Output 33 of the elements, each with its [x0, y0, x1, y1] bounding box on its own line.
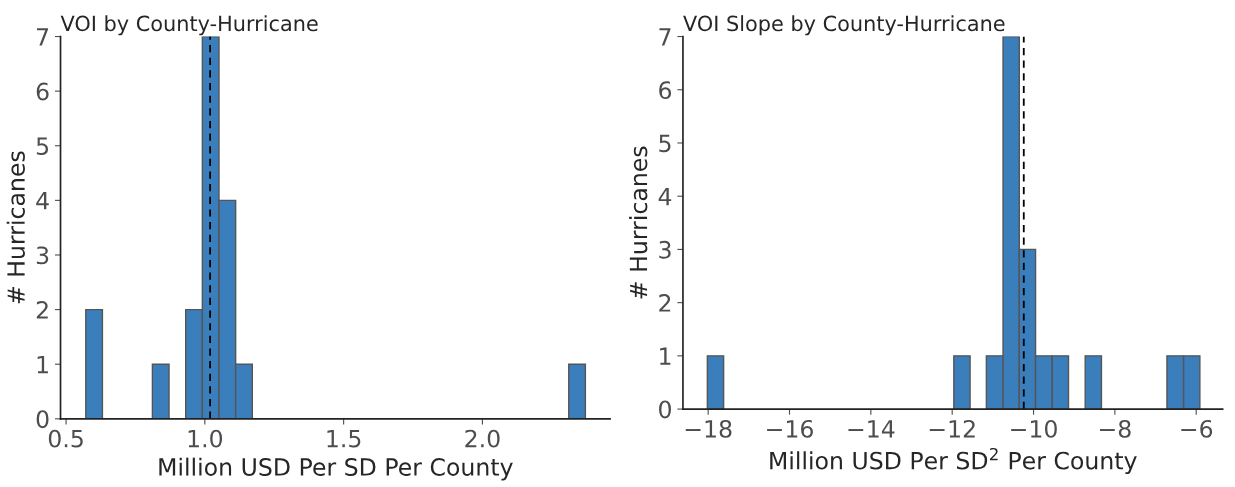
y-tick-label: 6	[659, 81, 672, 100]
chart-title: VOI by County-Hurricane	[60, 15, 318, 36]
y-axis-title: # Hurricanes	[6, 151, 25, 304]
y-tick-label: 2	[659, 294, 671, 312]
y-tick-label: 5	[659, 134, 671, 153]
x-tick-label: −8	[1099, 419, 1131, 438]
y-tick-label: 3	[659, 240, 671, 259]
x-tick-label: −6	[1181, 419, 1213, 438]
y-tick-label: 1	[660, 347, 671, 365]
y-tick-label: 0	[36, 410, 49, 429]
y-tick-label: 4	[36, 192, 49, 210]
y-tick-label: 0	[659, 400, 671, 419]
chart-title: VOI Slope by County-Hurricane	[683, 15, 1005, 36]
y-tick-label: 5	[36, 137, 49, 156]
x-axis-title: Million USD Per SD$^{2}$ Per County	[770, 447, 1137, 475]
x-tick-label: −16	[767, 419, 813, 438]
y-tick-label: 6	[36, 82, 49, 101]
x-tick-label: 1.5	[327, 429, 361, 448]
y-tick-label: 4	[658, 187, 672, 206]
y-axis-title: # Hurricanes	[629, 146, 648, 299]
x-tick-label: 2.0	[465, 429, 500, 448]
x-tick-label: −10	[1011, 419, 1057, 438]
y-tick-label: 7	[37, 28, 49, 46]
x-tick-label: −18	[685, 419, 732, 438]
y-tick-label: 7	[659, 28, 671, 46]
x-tick-label: −12	[929, 419, 975, 438]
y-tick-label: 2	[36, 301, 48, 319]
x-axis-title: Million USD Per SD Per County	[159, 457, 513, 481]
y-tick-label: 1	[37, 355, 48, 374]
x-tick-label: 1.0	[188, 429, 223, 448]
y-tick-label: 3	[36, 246, 49, 265]
x-tick-label: −14	[848, 420, 895, 438]
x-tick-label: 0.5	[48, 429, 83, 448]
